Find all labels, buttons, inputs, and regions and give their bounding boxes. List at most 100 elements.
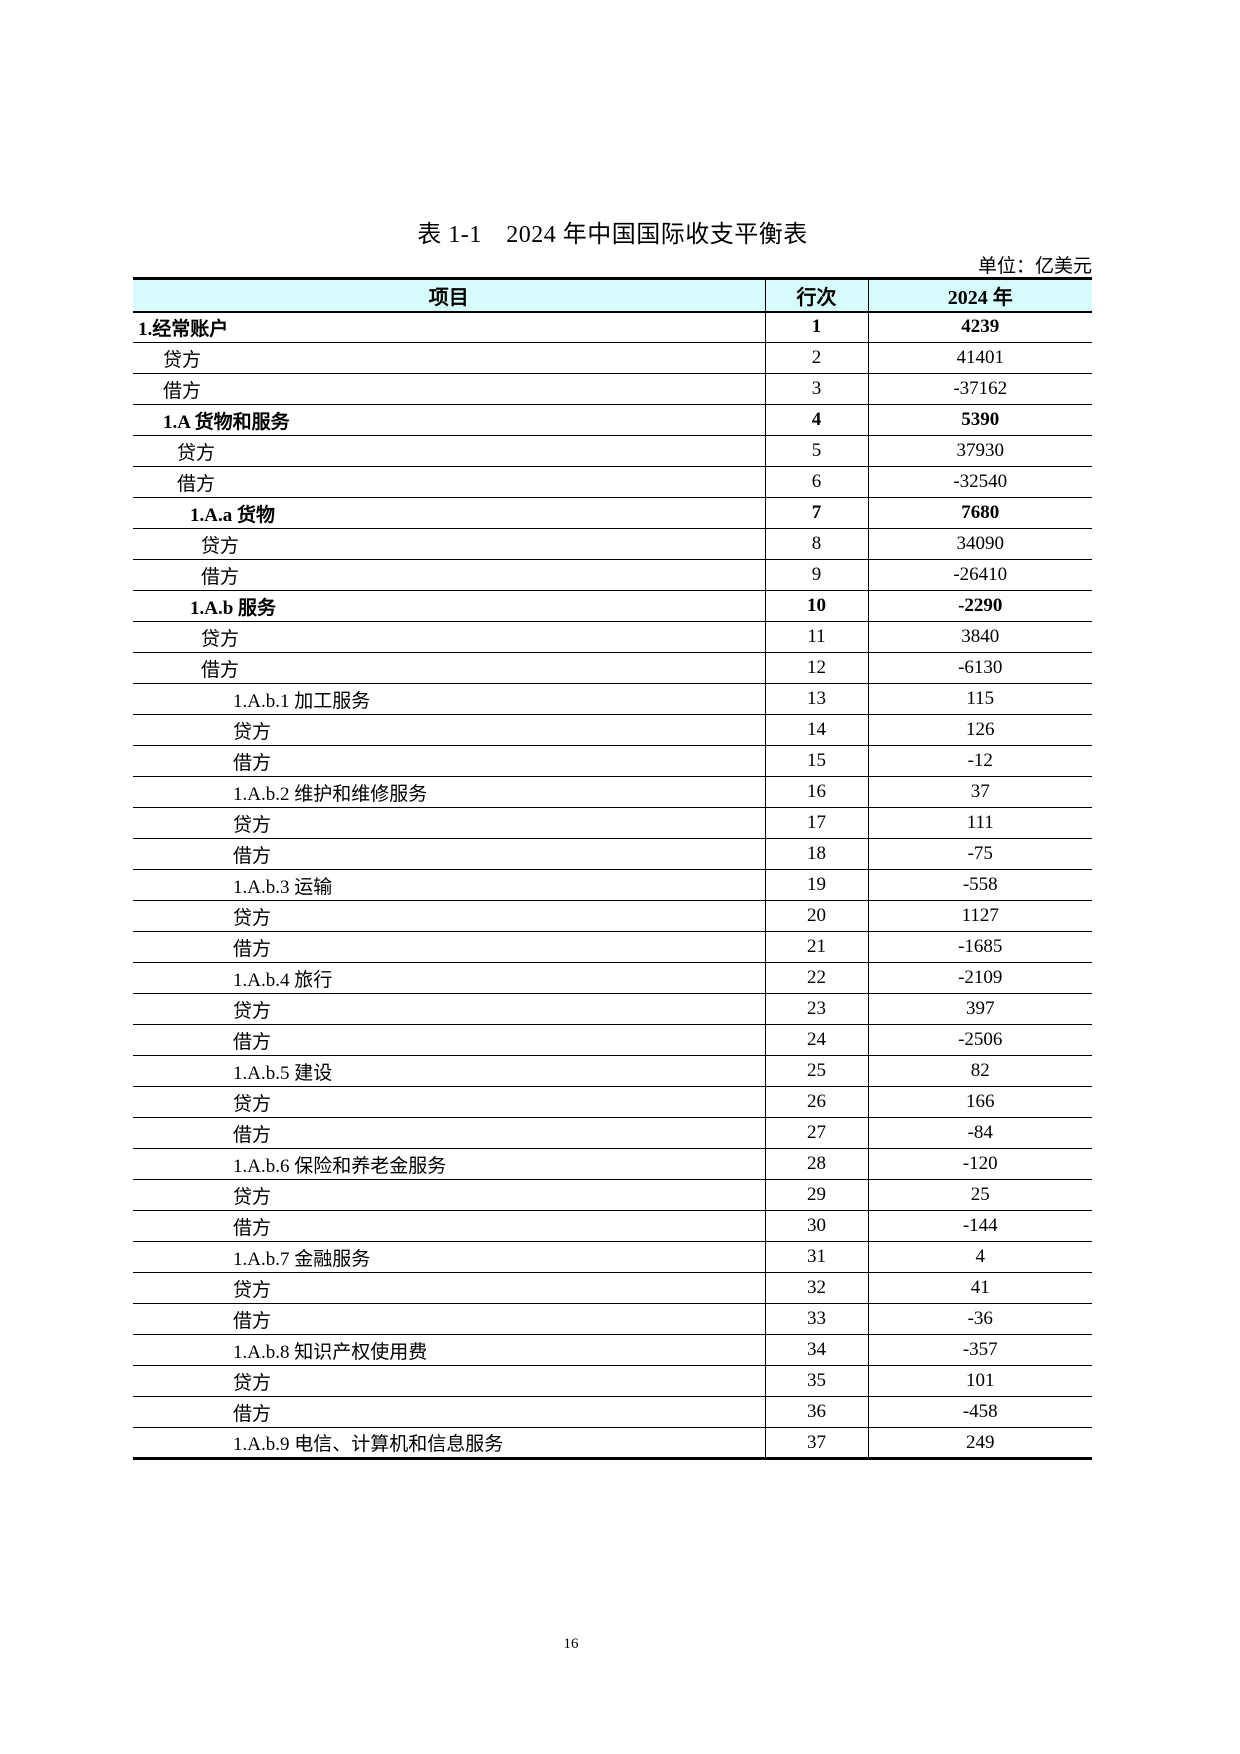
- row-item-label: 借方: [133, 1303, 765, 1335]
- row-value: -36: [868, 1303, 1092, 1335]
- row-value: -32540: [868, 466, 1092, 498]
- row-item-label: 1.A.b.5 建设: [133, 1055, 765, 1087]
- row-value: -37162: [868, 373, 1092, 405]
- row-line-number: 6: [764, 466, 869, 498]
- row-value: 1127: [868, 900, 1092, 932]
- table-row: 借方 21 -1685: [133, 931, 1092, 963]
- row-item-label: 借方: [133, 1117, 765, 1149]
- table-header-row: 项目 行次 2024 年: [133, 278, 1092, 313]
- row-line-number: 22: [764, 962, 869, 994]
- row-item-label: 贷方: [133, 807, 765, 839]
- row-line-number: 19: [764, 869, 869, 901]
- column-header-line-number: 行次: [764, 278, 869, 313]
- table-row: 贷方 23 397: [133, 993, 1092, 1025]
- table-row: 借方 18 -75: [133, 838, 1092, 870]
- row-line-number: 2: [764, 342, 869, 374]
- table-row: 借方 6 -32540: [133, 466, 1092, 498]
- table-row: 借方 12 -6130: [133, 652, 1092, 684]
- table-row: 贷方 8 34090: [133, 528, 1092, 560]
- table-row: 借方 36 -458: [133, 1396, 1092, 1428]
- row-item-label: 贷方: [133, 900, 765, 932]
- row-line-number: 1: [764, 311, 869, 343]
- table-row: 1.A.b.3 运输 19 -558: [133, 869, 1092, 901]
- row-line-number: 30: [764, 1210, 869, 1242]
- table-row: 贷方 35 101: [133, 1365, 1092, 1397]
- row-item-label: 1.A.a 货物: [133, 497, 765, 529]
- row-value: -558: [868, 869, 1092, 901]
- table-row: 贷方 11 3840: [133, 621, 1092, 653]
- column-header-year-2024: 2024 年: [868, 278, 1092, 313]
- row-item-label: 借方: [133, 373, 765, 405]
- row-line-number: 28: [764, 1148, 869, 1180]
- table-row: 1.A.b.8 知识产权使用费 34 -357: [133, 1334, 1092, 1366]
- column-header-item: 项目: [133, 278, 765, 313]
- row-item-label: 借方: [133, 931, 765, 963]
- table-row: 借方 9 -26410: [133, 559, 1092, 591]
- row-line-number: 21: [764, 931, 869, 963]
- row-item-label: 1.A.b.9 电信、计算机和信息服务: [133, 1427, 765, 1459]
- row-item-label: 贷方: [133, 1272, 765, 1304]
- row-item-label: 贷方: [133, 621, 765, 653]
- table-row: 借方 3 -37162: [133, 373, 1092, 405]
- table-row: 贷方 17 111: [133, 807, 1092, 839]
- row-value: -2290: [868, 590, 1092, 622]
- row-line-number: 5: [764, 435, 869, 467]
- row-value: 397: [868, 993, 1092, 1025]
- table-row: 1.A.a 货物 7 7680: [133, 497, 1092, 529]
- row-item-label: 贷方: [133, 1086, 765, 1118]
- table-row: 1.A.b.4 旅行 22 -2109: [133, 962, 1092, 994]
- row-value: 41: [868, 1272, 1092, 1304]
- row-line-number: 15: [764, 745, 869, 777]
- row-line-number: 11: [764, 621, 869, 653]
- row-value: -84: [868, 1117, 1092, 1149]
- row-item-label: 1.A.b.8 知识产权使用费: [133, 1334, 765, 1366]
- row-value: -6130: [868, 652, 1092, 684]
- row-item-label: 借方: [133, 1210, 765, 1242]
- row-value: 37: [868, 776, 1092, 808]
- row-line-number: 37: [764, 1427, 869, 1459]
- row-line-number: 16: [764, 776, 869, 808]
- row-line-number: 29: [764, 1179, 869, 1211]
- row-line-number: 32: [764, 1272, 869, 1304]
- row-line-number: 12: [764, 652, 869, 684]
- row-item-label: 贷方: [133, 714, 765, 746]
- row-line-number: 23: [764, 993, 869, 1025]
- table-row: 1.A.b.2 维护和维修服务 16 37: [133, 776, 1092, 808]
- row-value: 5390: [868, 404, 1092, 436]
- page-number: 16: [563, 1636, 579, 1652]
- row-value: 4: [868, 1241, 1092, 1273]
- row-value: -12: [868, 745, 1092, 777]
- row-line-number: 4: [764, 404, 869, 436]
- table-row: 借方 30 -144: [133, 1210, 1092, 1242]
- row-line-number: 18: [764, 838, 869, 870]
- table-row: 借方 15 -12: [133, 745, 1092, 777]
- row-line-number: 14: [764, 714, 869, 746]
- row-value: 101: [868, 1365, 1092, 1397]
- table-row: 1.A 货物和服务 4 5390: [133, 404, 1092, 436]
- row-value: 34090: [868, 528, 1092, 560]
- row-item-label: 借方: [133, 466, 765, 498]
- row-line-number: 24: [764, 1024, 869, 1056]
- row-value: -357: [868, 1334, 1092, 1366]
- row-item-label: 1.经常账户: [133, 311, 765, 343]
- table-row: 贷方 20 1127: [133, 900, 1092, 932]
- row-value: 37930: [868, 435, 1092, 467]
- row-line-number: 20: [764, 900, 869, 932]
- row-item-label: 贷方: [133, 342, 765, 374]
- row-item-label: 1.A.b.4 旅行: [133, 962, 765, 994]
- row-value: 166: [868, 1086, 1092, 1118]
- table-row: 1.A.b.7 金融服务 31 4: [133, 1241, 1092, 1273]
- row-item-label: 借方: [133, 652, 765, 684]
- table-row: 贷方 14 126: [133, 714, 1092, 746]
- row-line-number: 7: [764, 497, 869, 529]
- row-item-label: 借方: [133, 559, 765, 591]
- row-line-number: 34: [764, 1334, 869, 1366]
- table-row: 1.A.b.1 加工服务 13 115: [133, 683, 1092, 715]
- table-row: 借方 24 -2506: [133, 1024, 1092, 1056]
- row-item-label: 借方: [133, 745, 765, 777]
- table-row: 贷方 5 37930: [133, 435, 1092, 467]
- row-line-number: 35: [764, 1365, 869, 1397]
- row-item-label: 贷方: [133, 435, 765, 467]
- table-row: 借方 33 -36: [133, 1303, 1092, 1335]
- row-item-label: 贷方: [133, 1365, 765, 1397]
